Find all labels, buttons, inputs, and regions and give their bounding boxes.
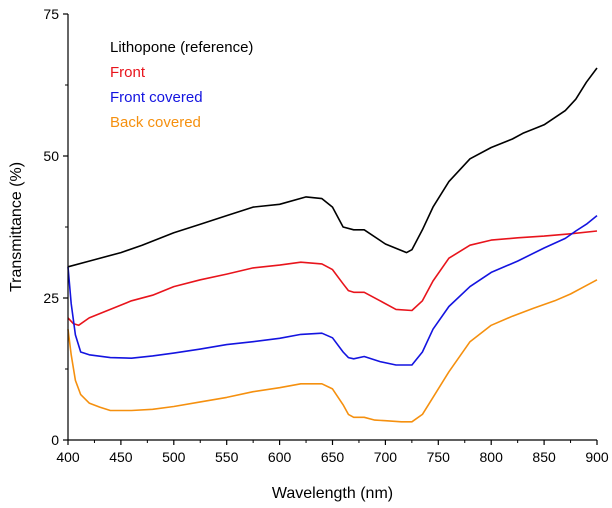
x-tick-label-850: 850 [532,449,556,465]
legend-entry-2: Front [110,64,146,81]
y-tick-label-75: 75 [43,6,59,22]
y-tick-label-25: 25 [43,290,59,306]
y-tick-label-50: 50 [43,148,59,164]
x-axis-title: Wavelength (nm) [272,485,393,502]
x-tick-label-750: 750 [427,449,451,465]
series-line-3 [67,214,598,366]
x-tick-label-900: 900 [585,449,609,465]
legend: Lithopone (reference) Front Front covered B… [110,39,253,131]
legend-entry-4: Back covered [110,114,201,131]
series-line-2 [67,230,598,327]
series-line-4 [67,279,598,423]
series-layer [67,67,598,423]
x-tick-label-400: 400 [56,449,80,465]
x-tick-label-550: 550 [215,449,239,465]
y-tick-label-0: 0 [51,432,59,448]
x-tick-label-650: 650 [321,449,345,465]
axes-layer: 400 450 500 550 600 650 700 750 800 850 900 0 25 50 75 [43,6,608,465]
x-tick-label-700: 700 [374,449,398,465]
x-tick-label-600: 600 [268,449,292,465]
y-axis-title: Transmittance (%) [8,162,25,292]
x-tick-label-500: 500 [162,449,186,465]
x-tick-label-800: 800 [480,449,504,465]
legend-entry-1: Lithopone (reference) [110,39,253,56]
x-tick-label-450: 450 [109,449,133,465]
legend-entry-3: Front covered [110,89,203,106]
series-line-1 [67,67,598,268]
